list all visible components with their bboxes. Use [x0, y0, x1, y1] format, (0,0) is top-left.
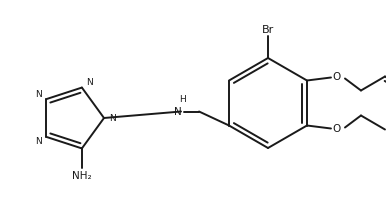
Text: Br: Br — [262, 25, 274, 35]
Text: N: N — [174, 107, 182, 117]
Text: N: N — [86, 78, 93, 87]
Text: NH₂: NH₂ — [72, 171, 92, 181]
Text: O: O — [333, 71, 341, 82]
Text: N: N — [35, 137, 41, 146]
Text: N: N — [109, 114, 116, 123]
Text: O: O — [333, 124, 341, 135]
Text: N: N — [35, 90, 41, 99]
Text: H: H — [179, 95, 185, 104]
